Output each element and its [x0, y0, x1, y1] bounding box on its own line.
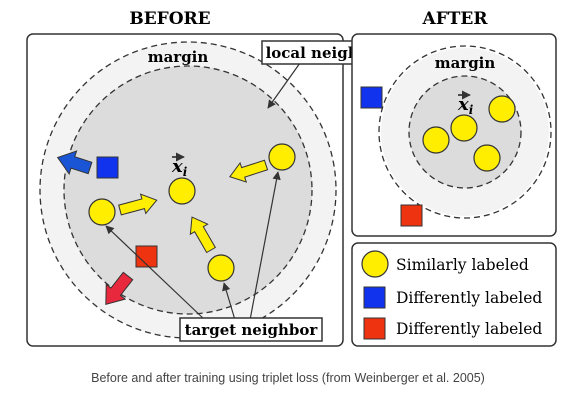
legend-box: [351, 242, 557, 347]
after-margin-label: margin: [435, 54, 496, 72]
after-red-square: [400, 204, 423, 227]
target-neighbor-label: target neighbor: [185, 321, 319, 339]
before-margin-label: margin: [148, 48, 209, 66]
before-center-point: [168, 177, 196, 205]
before-pull-arrow-2: [229, 159, 269, 183]
before-blue-square: [96, 156, 119, 179]
local-neighborhood-pointer-before: [267, 62, 301, 109]
before-similar-point-2: [268, 143, 296, 171]
target-neighbor-pointer-2: [222, 282, 236, 321]
target-neighbor-box: [179, 317, 323, 342]
legend-red-label: Differently labeled: [396, 320, 542, 338]
after-similar-point-1: [422, 126, 450, 154]
before-red-square: [135, 245, 158, 268]
after-center-point: [450, 114, 478, 142]
diagram-svg: BEFORE AFTER margin xi local neighborhoo…: [26, 9, 557, 347]
after-similar-point-3: [473, 144, 501, 172]
before-title: BEFORE: [129, 9, 210, 29]
legend-blue-marker: [363, 286, 386, 309]
target-neighbor-pointer-3: [249, 171, 281, 321]
figure-caption: Before and after training using triplet …: [91, 371, 485, 385]
target-neighbor-pointer-1: [105, 225, 206, 321]
legend-similar-label: Similarly labeled: [396, 256, 529, 274]
before-similar-point-3: [207, 254, 235, 282]
before-similar-point-1: [88, 198, 116, 226]
legend-blue-label: Differently labeled: [396, 289, 542, 307]
after-blue-square: [360, 86, 383, 109]
after-title: AFTER: [422, 9, 489, 29]
before-red-push-arrow: [105, 271, 134, 306]
before-blue-push-arrow: [56, 150, 93, 175]
before-pull-arrow-3: [189, 216, 217, 254]
after-similar-point-2: [488, 95, 516, 123]
legend-similar-marker: [361, 250, 389, 278]
before-pull-arrow-1: [118, 193, 158, 216]
legend-red-marker: [363, 317, 386, 340]
